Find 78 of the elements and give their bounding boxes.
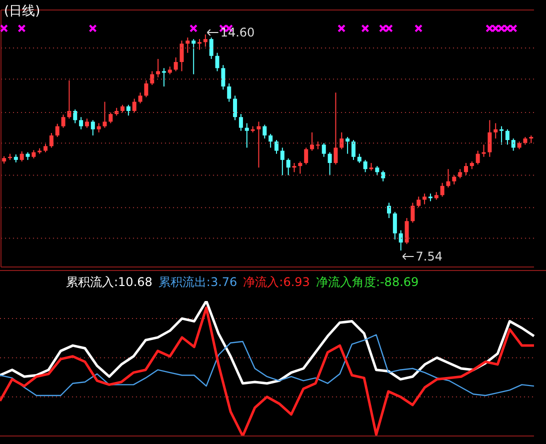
candlestick — [328, 152, 332, 176]
text: 净流入角度:-88.69 — [316, 274, 419, 291]
candlestick — [150, 70, 154, 86]
candlestick — [215, 52, 220, 72]
candlestick — [387, 202, 392, 219]
candlestick — [138, 92, 142, 104]
candlestick — [96, 122, 101, 133]
candlestick — [363, 159, 368, 173]
candlestick — [422, 193, 427, 205]
candlestick — [156, 58, 160, 78]
candlestick — [446, 168, 450, 188]
text: 累积流出:3.76 — [158, 274, 238, 291]
candlestick — [381, 170, 386, 182]
candlestick — [162, 68, 166, 87]
candlestick — [511, 138, 516, 152]
candlestick — [227, 82, 232, 102]
candlestick — [84, 118, 89, 128]
candlestick — [233, 95, 238, 121]
candlestick — [90, 120, 95, 136]
candlestick — [132, 98, 136, 113]
chart-title: (日线) — [4, 3, 40, 20]
candlestick — [440, 182, 444, 198]
text: 累积流入:10.68 — [66, 274, 152, 291]
candlestick — [174, 56, 178, 72]
candlestick — [73, 108, 78, 124]
candlestick — [198, 38, 202, 50]
candlestick — [346, 136, 350, 154]
candlestick — [334, 92, 338, 166]
candlestick — [256, 121, 261, 168]
candlestick — [458, 168, 462, 179]
candlestick — [494, 122, 498, 139]
annotation: 7.54 — [416, 249, 442, 264]
candlestick — [416, 196, 421, 208]
candlestick — [20, 150, 24, 162]
candlestick — [304, 147, 308, 166]
candlestick — [61, 114, 66, 128]
candlestick — [357, 153, 362, 164]
candlestick — [108, 112, 113, 124]
candlestick — [126, 104, 130, 116]
candlestick — [180, 40, 184, 72]
candlestick — [55, 123, 60, 138]
candlestick — [500, 126, 504, 146]
candlestick — [144, 80, 148, 98]
candlestick — [322, 142, 326, 158]
candlestick — [192, 38, 196, 75]
candlestick — [79, 116, 84, 130]
candlestick — [392, 211, 397, 240]
candlestick — [209, 37, 214, 60]
candlestick — [310, 132, 314, 152]
candlestick — [244, 122, 249, 148]
candlestick — [221, 64, 226, 90]
candlestick — [186, 37, 190, 54]
candlestick — [488, 120, 492, 158]
candlestick — [375, 166, 380, 176]
candlestick — [274, 140, 278, 154]
candlestick — [238, 114, 243, 132]
candlestick — [286, 158, 290, 176]
candlestick — [351, 140, 356, 160]
candlestick — [452, 174, 456, 185]
candlestick — [410, 202, 415, 224]
text: 净流入:6.93 — [243, 274, 310, 291]
candlestick — [280, 147, 284, 176]
candlestick — [398, 230, 403, 251]
annotation: 14.60 — [220, 25, 255, 40]
candlestick — [340, 132, 344, 150]
candlestick — [203, 34, 208, 48]
candlestick — [404, 218, 409, 245]
candlestick — [49, 132, 54, 148]
candlestick — [67, 80, 72, 120]
candlestick — [298, 160, 302, 174]
candlestick — [482, 144, 486, 158]
candlestick — [262, 124, 267, 139]
candlestick — [102, 101, 107, 128]
candlestick — [464, 162, 468, 176]
candlestick — [505, 128, 510, 146]
candlestick — [476, 150, 480, 166]
candlestick — [292, 162, 296, 173]
candlestick — [268, 133, 273, 148]
